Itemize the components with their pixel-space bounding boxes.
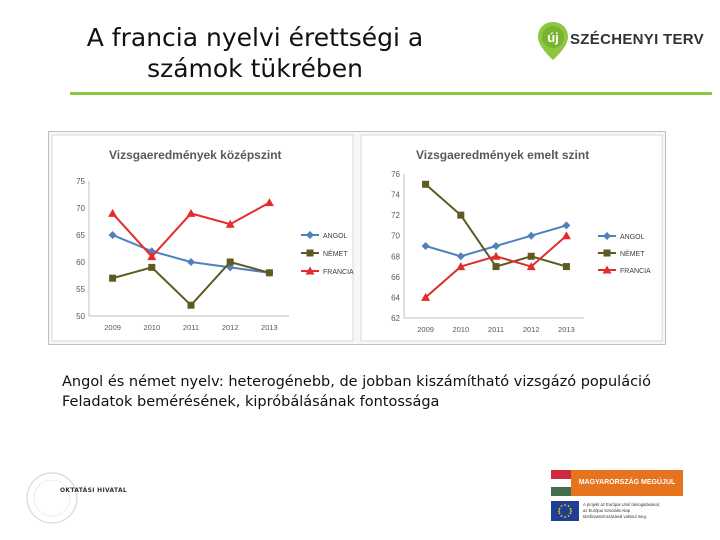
legend-marker-angol [603,232,611,240]
magyarorszag-megujul-banner: MAGYARORSZÁG MEGÚJUL [551,470,683,496]
data-point-francia [561,231,571,240]
y-tick-label: 60 [76,258,85,267]
y-tick-label: 50 [76,312,85,321]
x-tick-label: 2010 [452,325,469,334]
legend-marker-francia [305,266,315,275]
legend-marker-nemet [306,249,314,257]
y-tick-label: 70 [391,232,400,241]
slide-title-line-1: A francia nyelvi érettségi a [86,23,424,52]
hungarian-flag-icon [551,470,571,496]
data-point-nemet [527,252,535,260]
magyarorszag-megujul-text: MAGYARORSZÁG MEGÚJUL [571,470,683,496]
legend-label-nemet: NÉMET [620,249,645,258]
brand-text: SZÉCHENYI TERV [570,31,704,48]
data-point-nemet [562,263,570,271]
y-tick-label: 62 [391,314,400,323]
x-tick-label: 2013 [558,325,575,334]
data-point-angol [456,252,465,261]
oktatasi-hivatal-logo: OKTATÁSI HIVATAL [26,470,146,526]
data-point-nemet [187,301,195,309]
data-point-angol [527,231,536,240]
y-tick-label: 64 [391,293,400,302]
data-point-francia [108,208,118,217]
x-tick-label: 2010 [143,323,160,332]
x-tick-label: 2011 [183,323,199,332]
location-pin-icon: új [538,22,568,60]
legend-marker-francia [602,265,612,274]
slide-title: A francia nyelvi érettségi a számok tükr… [60,22,450,84]
body-text: Angol és német nyelv: heterogénebb, de j… [62,372,651,412]
y-tick-label: 76 [391,170,400,179]
data-point-angol [492,242,500,250]
data-point-nemet [148,263,156,271]
x-tick-label: 2009 [104,323,121,332]
data-point-nemet [422,180,430,188]
eu-text-line-3: társfinanszírozásával valósul meg. [583,514,648,519]
y-tick-label: 65 [76,231,85,240]
data-point-nemet [492,263,500,271]
title-divider [70,92,712,95]
y-tick-label: 70 [76,204,85,213]
oktatasi-hivatal-emblem-icon [26,472,78,524]
chart-2: Vizsgaeredmények emelt szint 62 64 66 68 70 72… [360,134,663,342]
data-point-francia [526,262,536,271]
body-text-line-1: Angol és német nyelv: heterogénebb, de j… [62,374,651,390]
szechenyi-terv-logo: új SZÉCHENYI TERV [536,20,716,68]
chart-1-title: Vizsgaeredmények középszint [109,148,282,162]
eu-text-line-1: A projekt az Európai Unió támogatásával, [583,502,660,507]
charts-svg: Vizsgaeredmények középszint 50 55 60 65 70 75 2… [51,134,663,342]
brand-badge-text: új [547,30,559,45]
data-point-francia [264,198,274,207]
y-tick-label: 72 [391,211,400,220]
y-tick-label: 74 [391,191,400,200]
data-point-francia [147,252,157,261]
legend-label-nemet: NÉMET [323,249,348,258]
y-tick-label: 55 [76,285,85,294]
eu-text-line-2: az Európai Szociális Alap [583,508,631,513]
body-text-line-2: Feladatok bemérésének, kipróbálásának fo… [62,394,440,410]
y-tick-label: 75 [76,177,85,186]
slide-title-line-2: számok tükrében [147,54,363,83]
data-point-francia [456,262,466,271]
legend-marker-nemet [603,249,611,257]
x-tick-label: 2009 [417,325,434,334]
x-tick-label: 2012 [222,323,239,332]
x-tick-label: 2011 [488,325,504,334]
chart-1-background [51,134,354,342]
legend-label-francia: FRANCIA [323,269,354,276]
data-point-francia [186,208,196,217]
eu-funding-text: A projekt az Európai Unió támogatásával,… [583,502,660,520]
data-point-nemet [457,211,465,219]
y-tick-label: 66 [391,273,400,282]
data-point-francia [491,251,501,260]
oktatasi-hivatal-text: OKTATÁSI HIVATAL [60,487,128,494]
data-point-angol [108,231,117,239]
x-tick-label: 2013 [261,323,278,332]
legend-label-angol: ANGOL [323,233,348,240]
eu-flag-icon [551,501,579,521]
chart-2-background [360,134,663,342]
chart-2-title: Vizsgaeredmények emelt szint [416,148,589,162]
data-point-nemet [226,258,234,266]
y-tick-label: 68 [391,252,400,261]
charts-image: Vizsgaeredmények középszint 50 55 60 65 70 75 2… [48,131,666,345]
data-point-nemet [265,269,273,277]
data-point-angol [421,242,430,250]
x-tick-label: 2012 [523,325,540,334]
legend-label-francia: FRANCIA [620,268,651,275]
chart-1: Vizsgaeredmények középszint 50 55 60 65 70 75 2… [51,134,354,342]
data-point-nemet [109,274,117,282]
data-point-angol [187,258,195,266]
legend-marker-angol [306,231,314,239]
eu-funding-notice: A projekt az Európai Unió támogatásával,… [551,501,683,527]
legend-label-angol: ANGOL [620,234,645,241]
data-point-francia [225,219,235,228]
data-point-angol [562,221,571,230]
data-point-francia [421,292,431,301]
